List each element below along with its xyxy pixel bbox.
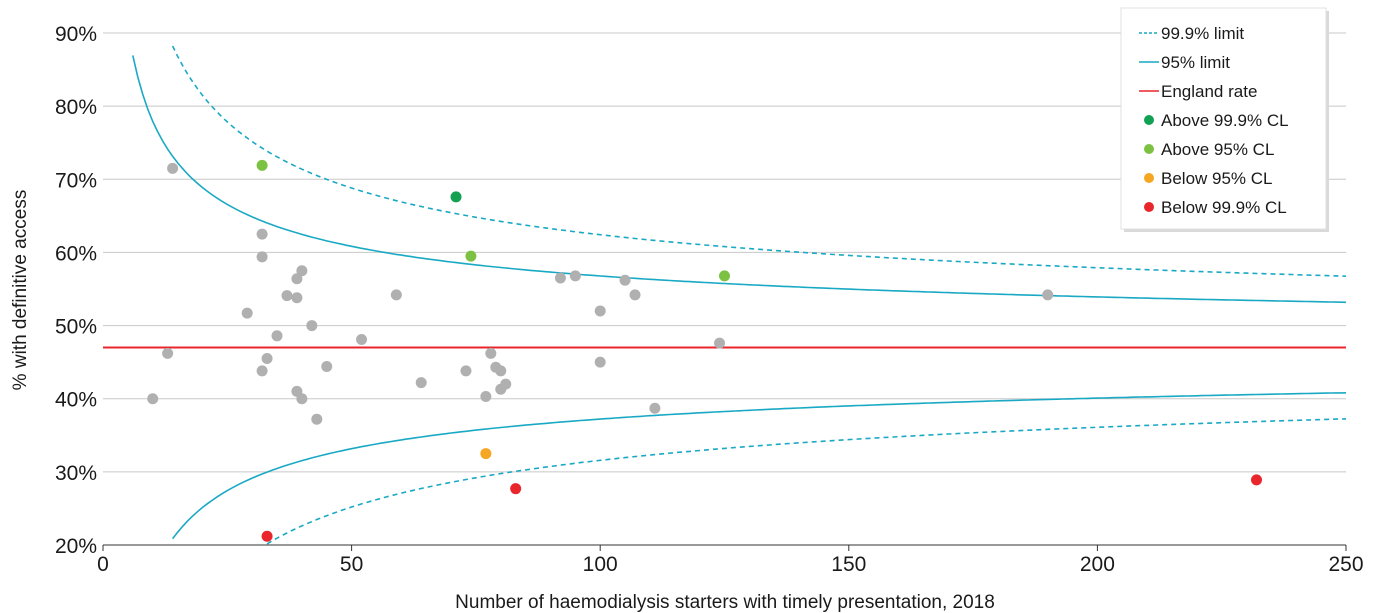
y-axis-title: % with definitive access — [10, 190, 31, 391]
control-limits — [132, 45, 1347, 545]
point-within — [460, 365, 472, 377]
y-tick-label: 80% — [55, 96, 97, 119]
point-above95 — [465, 250, 477, 262]
x-tick-label: 100 — [583, 553, 618, 576]
point-within — [554, 272, 566, 284]
legend-label: 95% limit — [1161, 53, 1230, 72]
point-within — [306, 320, 318, 332]
legend-label: Below 95% CL — [1161, 169, 1273, 188]
point-within — [296, 393, 308, 405]
legend-label: Above 95% CL — [1161, 140, 1274, 159]
point-within — [594, 305, 606, 317]
point-within — [390, 289, 402, 301]
point-within — [415, 377, 427, 389]
point-within — [356, 333, 368, 345]
y-tick-label: 90% — [55, 23, 97, 46]
legend-marker — [1144, 115, 1154, 125]
y-tick-label: 70% — [55, 169, 97, 192]
point-below999 — [1251, 474, 1263, 486]
y-tick-label: 30% — [55, 462, 97, 485]
legend-label: Above 99.9% CL — [1161, 111, 1289, 130]
upper-95-limit — [132, 55, 1347, 304]
point-within — [649, 402, 661, 414]
point-within — [714, 337, 726, 349]
point-within — [594, 356, 606, 368]
y-tick-label: 40% — [55, 389, 97, 412]
point-within — [281, 290, 293, 302]
point-within — [485, 347, 497, 359]
upper-99-9-limit — [171, 45, 1347, 277]
x-axis-title: Number of haemodialysis starters with ti… — [455, 592, 995, 613]
point-within — [291, 292, 303, 304]
x-tick-label: 0 — [97, 553, 109, 576]
point-within — [291, 273, 303, 285]
point-above95 — [719, 270, 730, 282]
data-points — [147, 159, 1263, 542]
point-within — [629, 289, 641, 301]
point-within — [241, 307, 253, 319]
point-within — [256, 251, 268, 263]
y-tick-label: 50% — [55, 316, 97, 339]
point-within — [271, 330, 283, 342]
point-within — [569, 270, 581, 282]
point-below999 — [261, 530, 273, 542]
legend-box — [1120, 7, 1327, 230]
legend-label: England rate — [1161, 82, 1257, 101]
point-within — [256, 228, 268, 240]
legend-marker — [1144, 144, 1154, 154]
point-within — [162, 347, 174, 359]
x-tick-label: 150 — [831, 553, 866, 576]
point-within — [261, 352, 273, 364]
point-within — [495, 365, 507, 377]
point-within — [256, 365, 268, 377]
point-within — [480, 391, 492, 403]
point-within — [311, 413, 323, 425]
point-within — [619, 274, 631, 286]
point-within — [321, 361, 333, 373]
y-tick-label: 20% — [55, 535, 97, 558]
point-above95 — [256, 159, 268, 171]
legend-label: 99.9% limit — [1161, 24, 1244, 43]
axes: 20% 30% 40% 50% 60% 70% 80% 90% 0 50 100 150 200 250 — [55, 23, 1364, 576]
x-tick-label: 50 — [340, 553, 363, 576]
legend-marker — [1144, 173, 1154, 183]
legend: 99.9% limit 95% limit England rate Above 99… — [1120, 7, 1329, 232]
point-below999 — [510, 483, 522, 495]
point-within — [147, 393, 159, 405]
point-within — [1042, 289, 1054, 301]
point-within — [167, 162, 179, 174]
legend-marker — [1144, 202, 1154, 212]
lower-95-limit — [171, 392, 1347, 540]
y-tick-label: 60% — [55, 242, 97, 265]
x-tick-label: 200 — [1080, 553, 1115, 576]
point-above999 — [450, 191, 462, 203]
point-within — [296, 265, 308, 277]
legend-label: Below 99.9% CL — [1161, 198, 1287, 217]
point-within — [500, 378, 512, 390]
lower-99-9-limit — [266, 418, 1347, 545]
x-tick-label: 250 — [1328, 553, 1363, 576]
point-below95 — [480, 448, 492, 460]
